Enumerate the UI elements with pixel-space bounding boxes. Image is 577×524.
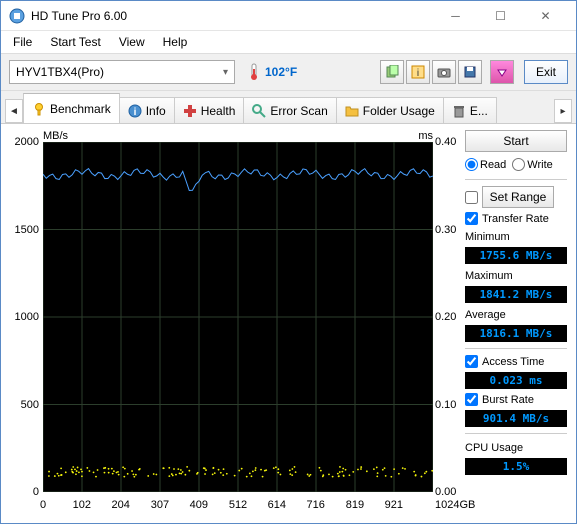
- maximum-label: Maximum: [465, 268, 567, 282]
- cpu-usage-value: 1.5%: [465, 458, 567, 475]
- set-range-row: Set Range: [465, 186, 567, 208]
- tab-health-label: Health: [201, 104, 236, 118]
- app-icon: [9, 8, 25, 24]
- burst-rate-label: Burst Rate: [482, 394, 534, 406]
- scan-icon: [252, 104, 266, 118]
- transfer-rate-label: Transfer Rate: [482, 213, 549, 225]
- average-label: Average: [465, 307, 567, 321]
- set-range-checkbox[interactable]: [465, 191, 478, 204]
- burst-rate-checkbox[interactable]: [465, 393, 478, 406]
- titlebar: HD Tune Pro 6.00 ─ ☐ ✕: [1, 1, 576, 31]
- benchmark-icon: [32, 102, 46, 116]
- tab-error-scan-label: Error Scan: [270, 104, 327, 118]
- menubar: File Start Test View Help: [1, 31, 576, 53]
- minimize-button[interactable]: ─: [433, 1, 478, 31]
- tab-info-label: Info: [146, 104, 166, 118]
- toolbar: HYV1TBX4(Pro) ▾ 102°F i Exit: [1, 53, 576, 91]
- transfer-rate-checkbox[interactable]: [465, 212, 478, 225]
- tab-scroll-left[interactable]: ◄: [5, 99, 23, 123]
- chart-units: MB/s ms: [1, 130, 463, 142]
- tab-info[interactable]: i Info: [119, 97, 175, 123]
- erase-icon: [452, 104, 466, 118]
- y-axis-right: 0.000.100.200.300.40: [433, 142, 461, 492]
- y-right-unit: ms: [418, 130, 433, 142]
- dropdown-arrow-icon: ▾: [223, 67, 228, 78]
- tab-benchmark-label: Benchmark: [50, 102, 111, 116]
- tab-folder-usage-label: Folder Usage: [363, 104, 435, 118]
- y-left-unit: MB/s: [43, 130, 68, 142]
- menu-help[interactable]: Help: [155, 33, 196, 51]
- mode-radios: Read Write: [465, 156, 567, 173]
- menu-file[interactable]: File: [5, 33, 40, 51]
- side-panel: Start Read Write Set Range Transfer Rate…: [463, 124, 573, 523]
- tab-folder-usage[interactable]: Folder Usage: [336, 97, 444, 123]
- access-time-value: 0.023 ms: [465, 372, 567, 389]
- minimum-value: 1755.6 MB/s: [465, 247, 567, 264]
- copy-button[interactable]: [380, 60, 404, 84]
- tab-bar: ◄ Benchmark i Info Health Error Scan Fol…: [1, 91, 576, 123]
- y-axis-left: 0500100015002000: [7, 142, 41, 492]
- burst-rate-value: 901.4 MB/s: [465, 410, 567, 427]
- chart-svg: [43, 142, 433, 492]
- copy-icon: [385, 65, 399, 79]
- toolbar-icons: i: [380, 60, 514, 84]
- thermometer-icon: [247, 63, 261, 81]
- tab-error-scan[interactable]: Error Scan: [243, 97, 336, 123]
- menu-start-test[interactable]: Start Test: [42, 33, 108, 51]
- content-area: MB/s ms 0500100015002000 0.000.100.200.3…: [1, 123, 576, 523]
- chart-canvas: [43, 142, 433, 492]
- camera-icon: [437, 65, 451, 79]
- set-range-button[interactable]: Set Range: [482, 186, 554, 208]
- write-label: Write: [527, 159, 552, 171]
- window-title: HD Tune Pro 6.00: [31, 9, 433, 23]
- exit-button[interactable]: Exit: [524, 60, 568, 84]
- maximize-button[interactable]: ☐: [478, 1, 523, 31]
- options-button[interactable]: [490, 60, 514, 84]
- svg-text:i: i: [417, 68, 419, 79]
- screenshot-button[interactable]: [432, 60, 456, 84]
- read-radio[interactable]: Read: [465, 158, 506, 171]
- tab-health[interactable]: Health: [174, 97, 245, 123]
- read-label: Read: [480, 159, 506, 171]
- tab-erase[interactable]: E...: [443, 97, 497, 123]
- minimum-label: Minimum: [465, 229, 567, 243]
- access-time-checkbox[interactable]: [465, 355, 478, 368]
- tab-erase-label: E...: [470, 104, 488, 118]
- health-icon: [183, 104, 197, 118]
- drive-label: HYV1TBX4(Pro): [16, 65, 104, 79]
- folder-icon: [345, 104, 359, 118]
- temperature-display: 102°F: [247, 63, 297, 81]
- write-radio[interactable]: Write: [512, 158, 552, 171]
- drive-select[interactable]: HYV1TBX4(Pro) ▾: [9, 60, 235, 84]
- chart-area: MB/s ms 0500100015002000 0.000.100.200.3…: [1, 124, 463, 523]
- tab-benchmark[interactable]: Benchmark: [23, 93, 120, 123]
- access-time-label: Access Time: [482, 356, 544, 368]
- save-button[interactable]: [458, 60, 482, 84]
- tab-scroll-right[interactable]: ▸: [554, 99, 572, 123]
- menu-view[interactable]: View: [111, 33, 153, 51]
- temperature-value: 102°F: [265, 65, 297, 79]
- copy-info-button[interactable]: i: [406, 60, 430, 84]
- info-icon: i: [128, 104, 142, 118]
- start-button[interactable]: Start: [465, 130, 567, 152]
- down-arrow-icon: [495, 65, 509, 79]
- close-button[interactable]: ✕: [523, 1, 568, 31]
- maximum-value: 1841.2 MB/s: [465, 286, 567, 303]
- average-value: 1816.1 MB/s: [465, 325, 567, 342]
- x-axis: 01022043074095126147168199211024GB: [43, 499, 433, 513]
- save-icon: [463, 65, 477, 79]
- copy-info-icon: i: [411, 65, 425, 79]
- cpu-usage-label: CPU Usage: [465, 440, 567, 454]
- svg-text:i: i: [133, 107, 136, 118]
